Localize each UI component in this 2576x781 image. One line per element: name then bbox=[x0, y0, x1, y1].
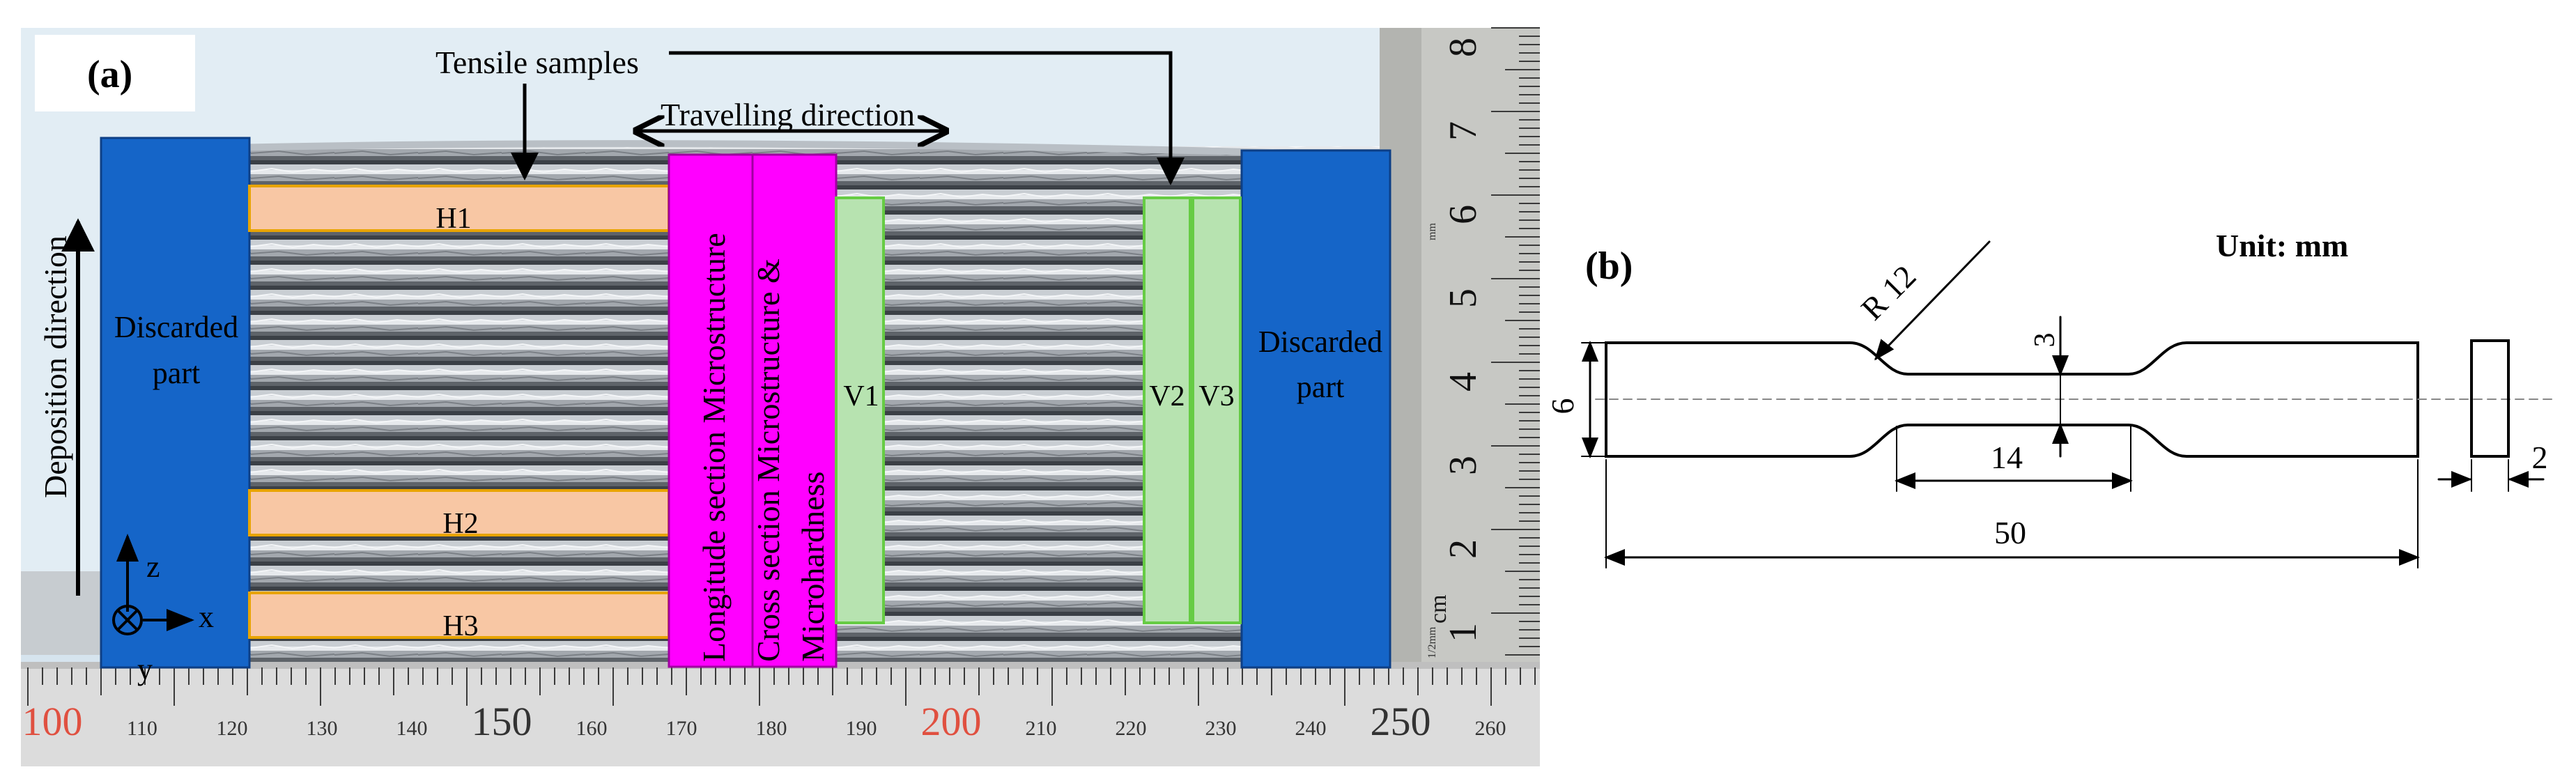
bottom-ruler: 100 110 120 130 140 150 160 170 180 190 200 210 220 2… bbox=[21, 662, 1540, 766]
panel-b: (b) Unit: mm R 12 6 3 14 50 bbox=[1545, 228, 2558, 569]
ruler-bottom-number: 100 bbox=[22, 699, 83, 744]
ruler-right-number: 4 bbox=[1442, 372, 1485, 392]
deposition-direction-label: Deposition direction bbox=[38, 235, 73, 498]
ruler-bottom-number: 130 bbox=[307, 717, 338, 740]
x-axis-label: x bbox=[199, 600, 214, 634]
ruler-bottom-number: 240 bbox=[1295, 717, 1327, 740]
ruler-bottom-number: 250 bbox=[1371, 699, 1431, 744]
h2-label: H2 bbox=[442, 508, 478, 540]
ruler-right-number: 7 bbox=[1442, 121, 1485, 141]
ruler-bottom-number: 260 bbox=[1475, 717, 1506, 740]
coordinate-axes: z x y bbox=[112, 534, 214, 686]
right-ruler: 8 7 6 5 4 3 2 1 cm mm 1/2mm bbox=[1380, 27, 1540, 669]
panel-a-label: (a) bbox=[87, 53, 132, 96]
z-axis-label: z bbox=[146, 550, 160, 584]
ruler-right-number: 8 bbox=[1442, 38, 1485, 57]
vertical-sample-v1 bbox=[835, 196, 885, 624]
dimension-50-label: 50 bbox=[1994, 515, 2026, 550]
panel-a: (a) 8 7 6 5 4 3 2 1 cm mm 1/2mm 100 110 120 130 140… bbox=[21, 27, 1540, 766]
discarded-left-line2: part bbox=[153, 356, 200, 390]
ruler-bottom-number: 190 bbox=[846, 717, 877, 740]
ruler-right-number: 3 bbox=[1442, 456, 1485, 475]
ruler-bottom-number: 110 bbox=[127, 717, 157, 740]
ruler-small-mm: mm bbox=[1426, 223, 1438, 240]
discarded-right-line1: Discarded bbox=[1258, 325, 1382, 359]
panel-b-label: (b) bbox=[1585, 245, 1633, 288]
y-axis-label: y bbox=[137, 652, 153, 686]
horizontal-sample-h2 bbox=[248, 489, 670, 536]
travelling-direction-label: Travelling direction bbox=[661, 97, 915, 132]
cross-section-strip bbox=[751, 153, 838, 668]
longitude-section-strip bbox=[668, 153, 754, 668]
ruler-bottom-number: 220 bbox=[1116, 717, 1147, 740]
ruler-right-number: 6 bbox=[1442, 205, 1485, 224]
cross-section-label: Cross section Microstructure & bbox=[750, 258, 786, 662]
specimen-side-view bbox=[2470, 339, 2510, 458]
ruler-right-number: 5 bbox=[1442, 288, 1485, 308]
h1-label: H1 bbox=[435, 203, 471, 235]
tensile-arrow-v2 bbox=[669, 51, 1185, 185]
v2-label: V2 bbox=[1149, 380, 1185, 412]
microhardness-label: Microhardness bbox=[795, 472, 831, 662]
v3-label: V3 bbox=[1198, 380, 1234, 412]
ruler-small-half-mm: 1/2mm bbox=[1426, 626, 1438, 658]
ruler-right-number: 2 bbox=[1442, 539, 1485, 559]
y-axis-into-page-icon bbox=[112, 605, 143, 635]
ruler-unit-cm: cm bbox=[1426, 594, 1451, 624]
dimension-6-label: 6 bbox=[1545, 399, 1580, 415]
discarded-part-left bbox=[100, 137, 251, 669]
ruler-bottom-number: 230 bbox=[1205, 717, 1237, 740]
panel-a-label-box bbox=[35, 35, 195, 111]
tensile-samples-label: Tensile samples bbox=[435, 45, 639, 80]
ruler-bottom-number: 210 bbox=[1026, 717, 1057, 740]
vertical-sample-v2 bbox=[1143, 196, 1191, 624]
discarded-part-right bbox=[1240, 149, 1391, 669]
ruler-bottom-number: 170 bbox=[666, 717, 697, 740]
unit-label: Unit: mm bbox=[2216, 228, 2348, 263]
ruler-bottom-number: 150 bbox=[472, 699, 532, 744]
dimension-2-label: 2 bbox=[2532, 440, 2548, 475]
ruler-right-number: 1 bbox=[1442, 623, 1485, 642]
ruler-bottom-number: 120 bbox=[217, 717, 248, 740]
dogbone-specimen-outline bbox=[1605, 341, 2419, 458]
radius-leader-line bbox=[1874, 240, 1991, 360]
vertical-sample-v3 bbox=[1191, 196, 1242, 624]
horizontal-sample-h3 bbox=[248, 591, 670, 639]
ruler-bottom-number: 160 bbox=[576, 717, 608, 740]
ruler-bottom-number: 140 bbox=[396, 717, 428, 740]
ruler-bottom-number: 180 bbox=[756, 717, 787, 740]
ruler-bottom-number: 200 bbox=[921, 699, 982, 744]
discarded-left-line1: Discarded bbox=[114, 310, 238, 344]
h3-label: H3 bbox=[442, 610, 478, 642]
radius-label: R 12 bbox=[1854, 258, 1922, 327]
discarded-right-line2: part bbox=[1297, 370, 1344, 404]
dimension-3-label: 3 bbox=[2029, 333, 2061, 348]
longitude-section-label: Longitude section Microstructure bbox=[696, 233, 732, 662]
v1-label: V1 bbox=[843, 380, 879, 412]
dimension-14-label: 14 bbox=[1991, 440, 2023, 475]
